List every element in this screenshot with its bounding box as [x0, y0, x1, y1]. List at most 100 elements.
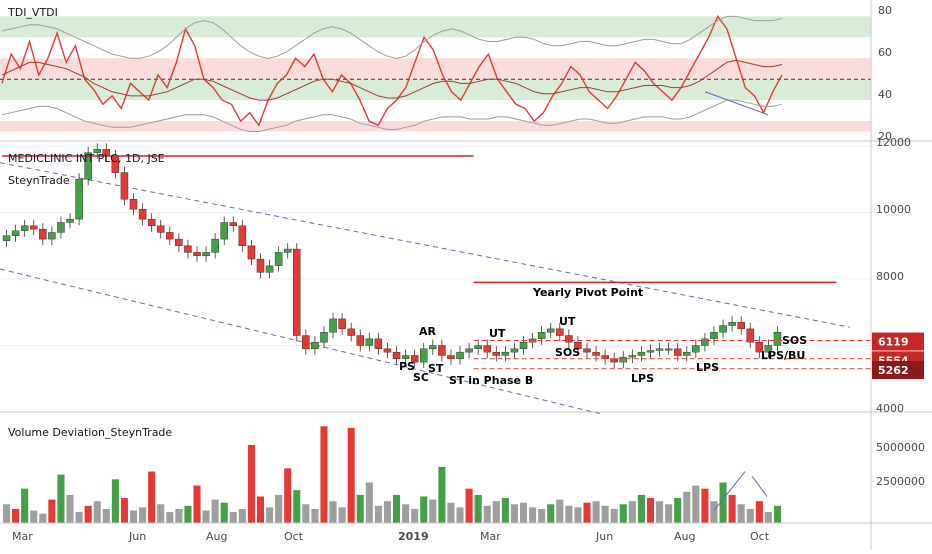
candle-body-75: [683, 351, 691, 356]
band-1: [0, 58, 871, 80]
volume-bar-63: [574, 507, 582, 523]
volume-bar-20: [184, 505, 192, 523]
volume-bar-72: [656, 501, 664, 523]
candle-body-5: [48, 232, 56, 240]
osc-title: TDI_VTDI: [7, 6, 58, 19]
candle-body-26: [238, 225, 247, 246]
candle-body-70: [637, 351, 646, 356]
volume-bar-62: [565, 505, 573, 523]
label-st: ST: [428, 362, 444, 375]
candle-body-29: [265, 265, 274, 273]
candle-body-23: [211, 238, 219, 253]
candle-body-24: [220, 222, 228, 240]
candle-body-61: [556, 328, 564, 336]
band-3: [0, 121, 871, 132]
price-tick-8000: 8000: [876, 270, 904, 283]
price-label-bg-0: [872, 332, 924, 351]
candle-body-84: [764, 345, 773, 353]
volume-bars: [3, 426, 781, 523]
volume-bar-74: [674, 498, 682, 523]
price-title: MEDICLINIC INT PLC, 1D, JSE: [8, 152, 165, 165]
osc-series-1: [1, 59, 783, 101]
candle-body-72: [655, 348, 664, 351]
osc-tick-20: 20: [878, 130, 892, 143]
volume-bar-4: [39, 513, 47, 523]
candle-body-32: [293, 248, 301, 336]
candle-body-19: [175, 238, 183, 246]
band-0: [0, 16, 871, 38]
candle-body-50: [456, 351, 464, 359]
candle-body-57: [519, 341, 528, 350]
candle-body-22: [202, 252, 210, 256]
candle-body-14: [129, 198, 138, 210]
volume-bar-84: [764, 512, 772, 523]
volume-bar-51: [465, 488, 473, 523]
oscillator-lines: [1, 15, 783, 132]
vol-tick-2500000: 2500000: [876, 475, 925, 488]
volume-bar-6: [57, 474, 65, 523]
upper-channel-line: [0, 162, 851, 328]
candle-body-85: [773, 332, 782, 346]
label-yearly-pivot: Yearly Pivot Point: [532, 286, 643, 299]
candle-body-42: [383, 348, 392, 353]
candle-body-38: [347, 328, 355, 336]
volume-bar-27: [247, 445, 255, 523]
volume-bar-3: [30, 510, 38, 523]
volume-bar-24: [220, 502, 228, 523]
x-tick-jun: Jun: [128, 530, 146, 543]
osc-series-3: [1, 99, 783, 132]
candle-body-1: [11, 230, 20, 236]
osc-tick-60: 60: [878, 46, 892, 59]
volume-bar-17: [157, 504, 165, 523]
volume-bar-29: [266, 507, 274, 523]
candle-body-51: [465, 348, 473, 353]
x-tick-mar-2019: Mar: [480, 530, 501, 543]
volume-title: Volume Deviation_SteynTrade: [8, 426, 172, 439]
volume-bar-56: [510, 504, 518, 523]
candle-body-46: [420, 348, 428, 363]
volume-bar-44: [402, 504, 410, 523]
price-candles: [0, 143, 851, 415]
volume-bar-39: [356, 494, 364, 523]
label-sc: SC: [413, 371, 429, 384]
volume-bar-78: [710, 501, 718, 523]
band-2: [0, 79, 871, 101]
volume-bar-46: [420, 496, 428, 523]
label-ps: PS: [399, 360, 415, 373]
candle-body-15: [138, 208, 147, 220]
candle-body-52: [474, 345, 482, 350]
candle-body-27: [247, 245, 256, 260]
volume-bar-23: [211, 499, 219, 523]
x-tick-oct-2019: Oct: [750, 530, 770, 543]
candle-body-31: [283, 248, 292, 253]
candle-body-55: [501, 351, 510, 356]
osc-tick-80: 80: [878, 4, 892, 17]
candle-body-74: [673, 348, 682, 356]
candle-body-68: [619, 356, 628, 363]
candle-body-8: [75, 179, 83, 220]
label-lps-1: LPS: [631, 372, 654, 385]
volume-bar-11: [102, 508, 110, 523]
volume-bar-37: [338, 507, 346, 523]
volume-bar-0: [3, 504, 11, 523]
candle-body-78: [710, 332, 718, 340]
candle-body-20: [184, 245, 192, 253]
label-lps-bu: LPS/BU: [761, 349, 805, 362]
volume-bar-31: [284, 468, 292, 523]
volume-bar-77: [701, 488, 709, 523]
volume-bar-79: [719, 482, 727, 523]
volume-bar-49: [447, 502, 455, 523]
volume-bar-82: [746, 508, 754, 523]
osc-series-0: [1, 15, 783, 127]
candle-body-37: [338, 318, 346, 330]
volume-bar-26: [238, 508, 246, 523]
label-sos-2: SOS: [782, 334, 807, 347]
volume-bar-19: [175, 508, 183, 523]
candle-body-82: [746, 328, 754, 343]
candle-body-56: [510, 348, 519, 353]
volume-bar-8: [75, 512, 83, 523]
volume-bar-66: [601, 505, 609, 523]
candle-body-83: [755, 341, 764, 353]
x-tick-2019: 2019: [398, 530, 429, 543]
